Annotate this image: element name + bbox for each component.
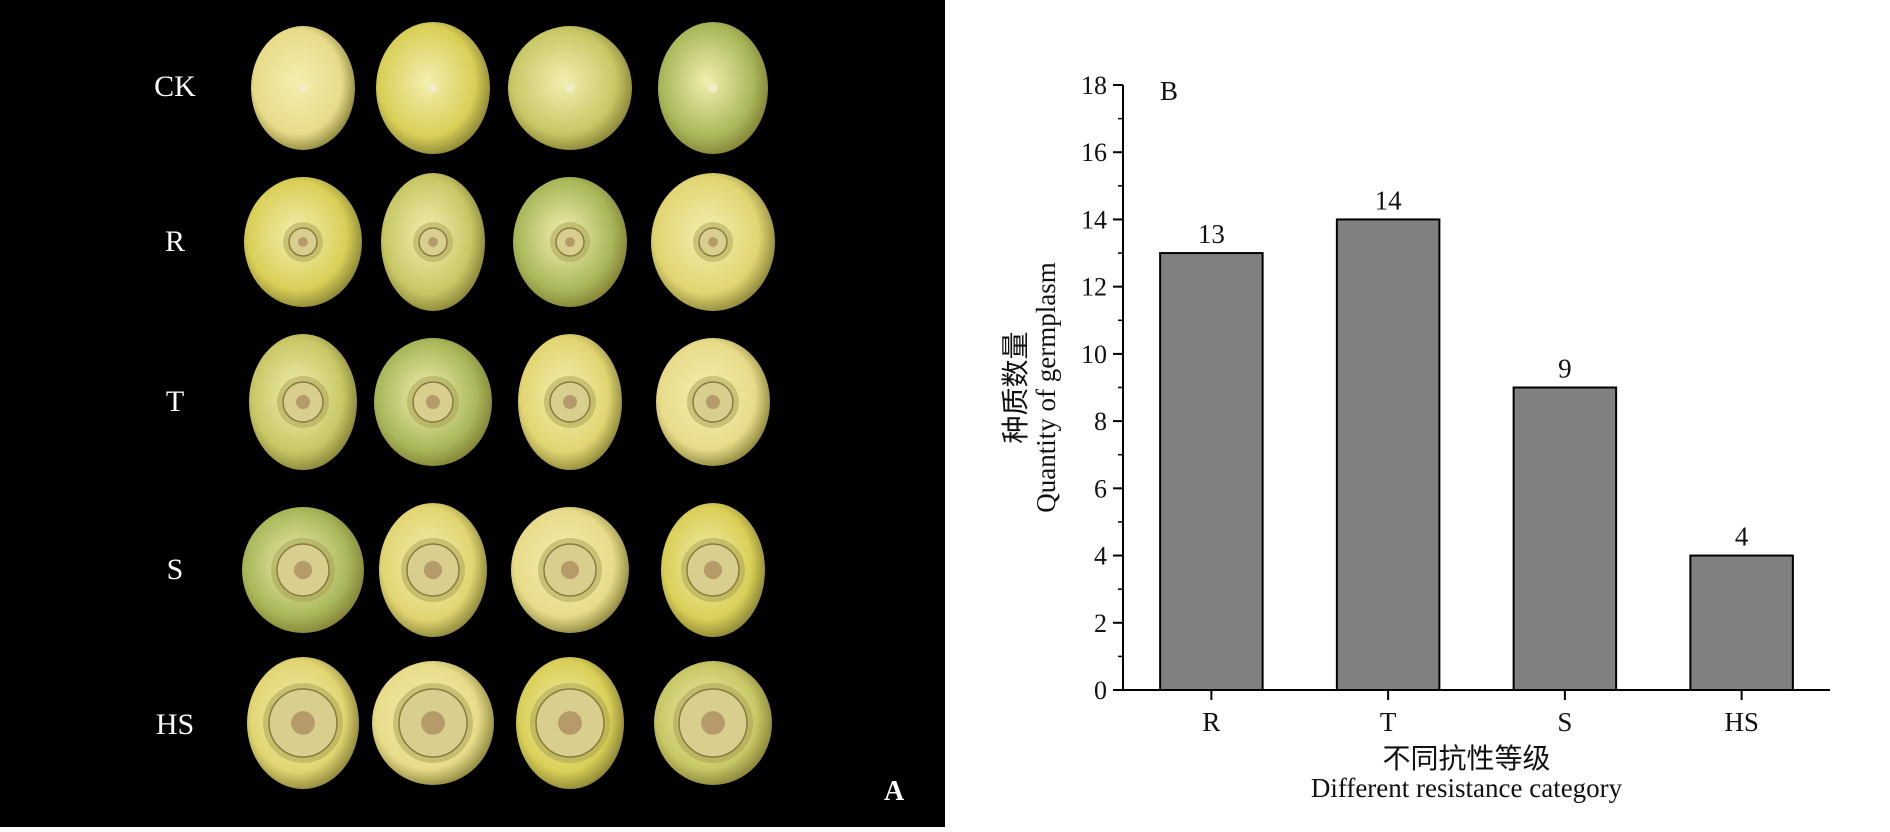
y-tick-label: 2	[1094, 609, 1107, 638]
fruit-sample	[381, 173, 485, 311]
inoculation-point	[708, 83, 718, 93]
y-tick-label: 16	[1081, 138, 1107, 167]
inoculation-point	[428, 83, 438, 93]
inoculation-point	[298, 83, 308, 93]
lesion-core	[563, 395, 577, 409]
fruit-sample	[379, 503, 487, 637]
bar-value-label: 9	[1558, 354, 1572, 384]
fruit-sample	[508, 26, 632, 150]
lesion-core	[565, 237, 575, 247]
bar-s	[1512, 386, 1618, 691]
bar-r	[1159, 252, 1264, 692]
bar-value-label: 13	[1198, 219, 1225, 249]
x-tick-label: R	[1202, 707, 1220, 737]
lesion-core	[293, 560, 313, 580]
fruit-grid	[242, 22, 775, 789]
fruit-sample	[376, 22, 490, 154]
bar-value-label: 4	[1735, 522, 1749, 552]
lesion-core	[560, 560, 580, 580]
lesion-core	[558, 711, 582, 735]
y-tick-label: 18	[1081, 71, 1107, 100]
fruit-sample	[656, 338, 770, 466]
x-tick-label: HS	[1724, 707, 1759, 737]
fruit-sample	[247, 657, 359, 789]
fruit-sample	[513, 177, 627, 307]
fruit-sample	[251, 26, 355, 150]
fruit-sample	[249, 334, 357, 470]
lesion-core	[421, 711, 445, 735]
row-label-s: S	[166, 553, 184, 586]
y-tick-label: 14	[1081, 205, 1107, 234]
fruit-sample	[518, 334, 622, 470]
y-tick-label: 12	[1081, 273, 1107, 302]
y-axis-label-cn: 种质数量	[1000, 331, 1032, 443]
lesion-core	[703, 560, 723, 580]
bar-hs	[1689, 554, 1794, 691]
fruit-sample	[244, 177, 362, 307]
y-tick-label: 0	[1094, 676, 1107, 705]
bar-t	[1335, 218, 1441, 691]
fruit-sample	[372, 661, 494, 785]
lesion-core	[298, 237, 308, 247]
y-tick-label: 8	[1094, 407, 1107, 436]
row-label-ck: CK	[154, 70, 196, 103]
lesion-core	[426, 395, 440, 409]
inoculation-point	[565, 83, 575, 93]
lesion-core	[706, 395, 720, 409]
y-axis-label-en: Quantity of germplasm	[1031, 262, 1061, 512]
fruit-sample	[374, 338, 492, 466]
row-label-t: T	[165, 385, 185, 418]
x-axis-label-en: Different resistance category	[1311, 773, 1623, 803]
fruit-sample	[511, 507, 629, 633]
fruit-sample	[654, 661, 772, 785]
bar-chart-panel: 0 2 4 6 8 10 12 14 16 18 13 R 14 T 9 S 4 HS B 不同抗性等级 Differe…	[945, 0, 1890, 827]
fruit-sample	[516, 657, 624, 789]
panel-label-a: A	[884, 776, 905, 807]
fruit-sample	[658, 22, 768, 154]
lesion-core	[296, 395, 310, 409]
y-tick-label: 4	[1094, 542, 1107, 571]
panel-label-b: B	[1160, 76, 1178, 106]
fruit-sample	[651, 173, 775, 311]
fruit-photo-panel: CK R T S HS A	[0, 0, 945, 827]
x-tick-label: S	[1557, 707, 1572, 737]
row-label-hs: HS	[155, 708, 195, 741]
x-tick-label: T	[1380, 707, 1397, 737]
lesion-core	[428, 237, 438, 247]
lesion-core	[701, 711, 725, 735]
y-tick-label: 10	[1081, 340, 1107, 369]
y-tick-label: 6	[1094, 474, 1107, 503]
lesion-core	[291, 711, 315, 735]
fruit-sample	[242, 507, 364, 633]
x-axis-label-cn: 不同抗性等级	[1382, 743, 1550, 775]
fruit-sample	[661, 503, 765, 637]
lesion-core	[708, 237, 718, 247]
lesion-core	[423, 560, 443, 580]
bar-chart: 0 2 4 6 8 10 12 14 16 18 13 R 14 T 9 S 4 HS B 不同抗性等级Differe…	[1000, 71, 1830, 803]
bar-value-label: 14	[1375, 185, 1403, 215]
row-label-r: R	[164, 225, 185, 258]
